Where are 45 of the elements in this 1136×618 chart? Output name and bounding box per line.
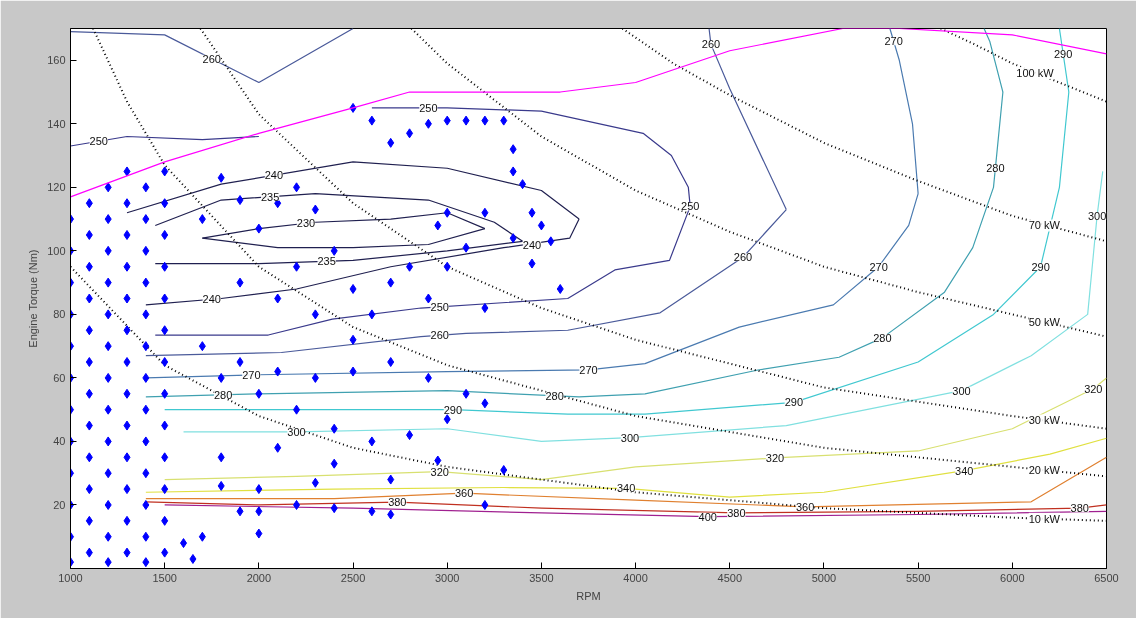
y-tick-label: 60	[53, 371, 66, 384]
annotation: 240	[202, 293, 221, 306]
y-tick-label: 160	[47, 54, 66, 67]
x-tick-label: 5500	[905, 571, 931, 584]
annotation: 270	[242, 368, 261, 381]
x-tick-label: 1000	[58, 571, 83, 584]
x-tick-label: 6000	[1000, 571, 1025, 584]
annotation: 260	[202, 52, 221, 65]
annotation: 50 kW	[1028, 316, 1061, 329]
annotation: 70 kW	[1028, 219, 1061, 232]
y-tick-label: 120	[47, 181, 66, 194]
annotation: 250	[89, 135, 108, 148]
y-tick-label: 20	[53, 498, 66, 511]
x-tick-label: 3000	[434, 571, 460, 584]
x-tick-label: 6500	[1094, 571, 1119, 584]
x-tick-label: 2000	[246, 571, 272, 584]
annotation: 30 kW	[1028, 414, 1061, 427]
y-tick-label: 100	[47, 244, 66, 257]
x-tick-label: 5000	[811, 571, 837, 584]
annotation: 240	[522, 238, 542, 251]
annotation: 260	[430, 329, 449, 342]
y-tick-label: 40	[53, 435, 66, 448]
annotation: 270	[884, 35, 903, 48]
y-axis-title: Engine Torque (Nm)	[27, 249, 40, 348]
annotation: 230	[296, 217, 316, 230]
x-tick-label: 2500	[340, 571, 366, 584]
annotation: 280	[545, 389, 564, 402]
x-axis-title: RPM	[576, 589, 601, 602]
x-tick-label: 4000	[623, 571, 648, 584]
annotation: 250	[430, 300, 449, 313]
annotation: 235	[260, 190, 280, 203]
y-tick-label: 140	[47, 117, 66, 130]
annotation: 235	[317, 255, 336, 268]
x-tick-label: 1500	[152, 571, 177, 584]
annotation: 10 kW	[1028, 512, 1061, 525]
annotation: 280	[986, 162, 1005, 175]
annotation: 100 kW	[1016, 66, 1055, 79]
annotation: 280	[213, 388, 233, 401]
annotation: 20 kW	[1028, 464, 1061, 477]
annotation: 290	[1054, 47, 1073, 60]
x-tick-label: 3500	[529, 571, 554, 584]
x-tick-label: 4500	[717, 571, 743, 584]
annotation: 240	[264, 169, 284, 182]
y-tick-label: 80	[53, 308, 66, 321]
annotation: 250	[419, 101, 438, 114]
